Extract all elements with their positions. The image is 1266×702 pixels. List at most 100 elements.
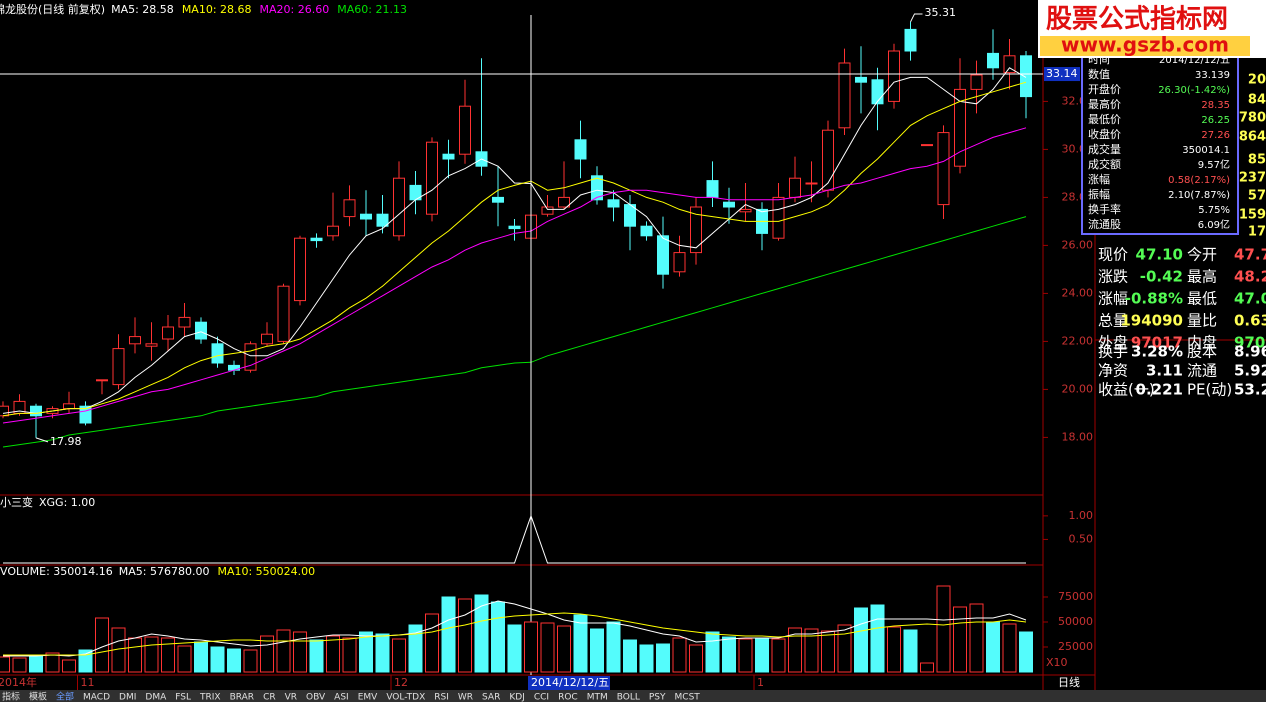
tab[interactable]: KDJ <box>509 693 525 702</box>
info-value: 2.10(7.87%) <box>1168 190 1230 201</box>
y-tick-label: 50000 <box>1058 615 1093 628</box>
legend-entry: MA10: 28.68 <box>182 3 252 16</box>
tab[interactable]: RSI <box>434 693 449 702</box>
cursor-price: 33.14 <box>1046 67 1078 80</box>
volume-bar <box>771 638 786 673</box>
quote-label: 量比 <box>1187 312 1217 330</box>
candle-body <box>739 208 752 213</box>
info-value: 350014.1 <box>1182 145 1230 156</box>
quote-label: 今开 <box>1187 246 1217 264</box>
tab[interactable]: FSL <box>175 693 191 702</box>
watermark-strip <box>1040 36 1250 56</box>
volume-bar <box>672 637 687 673</box>
volume-bar <box>12 657 27 673</box>
quote-label: 流通 <box>1187 362 1217 380</box>
volume-bar <box>540 622 555 673</box>
candle-body <box>277 285 290 342</box>
candle-body <box>211 343 224 364</box>
info-label: 换手率 <box>1088 202 1121 216</box>
tab[interactable]: MTM <box>587 693 608 702</box>
candle-body <box>574 139 587 160</box>
tab[interactable]: TRIX <box>199 693 221 702</box>
tab[interactable]: ROC <box>558 693 578 702</box>
tab[interactable]: CCI <box>534 693 549 702</box>
tab[interactable]: BOLL <box>617 693 640 702</box>
tab[interactable]: DMI <box>119 693 136 702</box>
candle-body <box>327 225 339 237</box>
quote-label: 收益(一) <box>1098 381 1155 399</box>
candle-body <box>937 132 950 206</box>
candle-body <box>244 343 257 371</box>
quote-label: PE(动) <box>1187 381 1232 399</box>
tab[interactable]: OBV <box>306 693 326 702</box>
candle-body <box>0 405 9 417</box>
tab[interactable]: EMV <box>358 693 378 702</box>
volume-bar <box>854 607 868 673</box>
panel-title: 锦龙股份(日线 前复权) <box>0 2 105 16</box>
volume-bar <box>722 636 736 673</box>
volume-bar <box>705 631 720 673</box>
unit-label: X10 <box>1046 656 1068 669</box>
candle-body <box>261 333 273 345</box>
volume-bar <box>903 629 918 673</box>
x-tick-label: 11 <box>81 676 95 689</box>
info-value: 26.25 <box>1201 115 1230 126</box>
candle-body <box>838 62 851 129</box>
candle-body <box>690 206 702 254</box>
quote-label: 净资 <box>1098 362 1128 380</box>
tab[interactable]: CR <box>263 693 276 702</box>
tab[interactable]: PSY <box>649 693 666 702</box>
candle-body <box>343 199 356 218</box>
tab[interactable]: SAR <box>482 693 500 702</box>
tab[interactable]: ASI <box>334 693 349 702</box>
candle-body <box>63 403 75 410</box>
quote-label: 外盘 <box>1098 334 1128 352</box>
volume-bar <box>29 654 43 673</box>
tab[interactable]: BRAR <box>230 693 254 702</box>
volume-bar <box>359 631 373 673</box>
candle-body <box>706 180 719 198</box>
side-value: 237 <box>1239 171 1266 186</box>
quote-label: 现价 <box>1098 246 1128 264</box>
tab[interactable]: MACD <box>83 693 110 702</box>
volume-bar <box>375 633 390 673</box>
info-value: 5.75% <box>1198 205 1230 216</box>
candle-body <box>162 326 174 340</box>
info-value: 9.57亿 <box>1198 158 1230 171</box>
candle-body <box>1020 55 1032 98</box>
volume-bar <box>590 628 604 673</box>
volume-bar <box>887 626 901 673</box>
volume-bar <box>62 659 76 673</box>
tab[interactable]: VOL-TDX <box>386 693 425 702</box>
candle-body <box>904 28 917 52</box>
tab[interactable]: 全部 <box>56 691 74 702</box>
legend-entry: MA5: 28.58 <box>111 3 174 16</box>
candle-body <box>640 225 653 237</box>
y-tick-label: 1.00 <box>1069 509 1094 522</box>
tab[interactable]: MCST <box>675 693 701 702</box>
volume-bar <box>557 625 571 673</box>
candle-body <box>591 175 603 201</box>
quote-label: 涨跌 <box>1098 268 1128 286</box>
quote-value: 8.96亿 <box>1234 343 1266 361</box>
volume-bar <box>128 637 142 673</box>
info-label: 收盘价 <box>1088 127 1121 141</box>
tab-bar <box>0 690 1266 702</box>
candle-body <box>657 235 669 275</box>
tab[interactable]: 模板 <box>29 691 47 702</box>
tab[interactable]: WR <box>458 693 473 702</box>
y-tick-label: 20.00 <box>1062 382 1094 395</box>
tab[interactable]: DMA <box>145 693 167 702</box>
candle-body <box>393 177 405 237</box>
watermark-title: 股票公式指标网 <box>1046 5 1228 35</box>
candle-body <box>360 213 372 220</box>
indicator-line <box>3 514 1026 564</box>
ma-line <box>2 127 1027 424</box>
x-tick-label: 1 <box>757 676 764 689</box>
quote-label: 内盘 <box>1187 334 1217 352</box>
tab[interactable]: 指标 <box>2 691 20 702</box>
ma-line <box>2 67 1027 414</box>
tab[interactable]: VR <box>285 693 297 702</box>
volume-bar <box>392 638 406 673</box>
